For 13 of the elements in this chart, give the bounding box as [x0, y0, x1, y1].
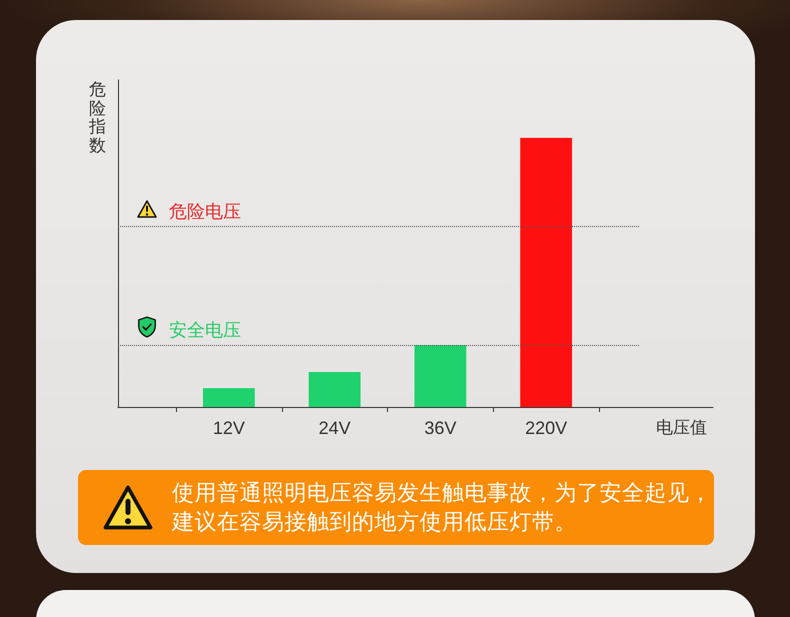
bar — [414, 345, 466, 407]
ref-line-label: 危险电压 — [169, 202, 241, 222]
ref-line-label: 安全电压 — [169, 320, 241, 340]
x-tick-label: 36V — [424, 418, 456, 438]
text: 使用普通照明电压容易发生触电事故，为了安全起见，建议在容易接触到的地方使用低压灯带。 — [172, 480, 712, 534]
x-tick-label: 12V — [212, 418, 245, 438]
x-tick-label: 220V — [525, 418, 568, 438]
bar — [308, 372, 361, 407]
bar — [202, 388, 255, 407]
x-tick-label: 24V — [318, 418, 351, 438]
y-axis-title: 危险指数 — [89, 80, 107, 155]
x-axis-title: 电压值 — [656, 418, 707, 437]
bar — [520, 138, 572, 407]
